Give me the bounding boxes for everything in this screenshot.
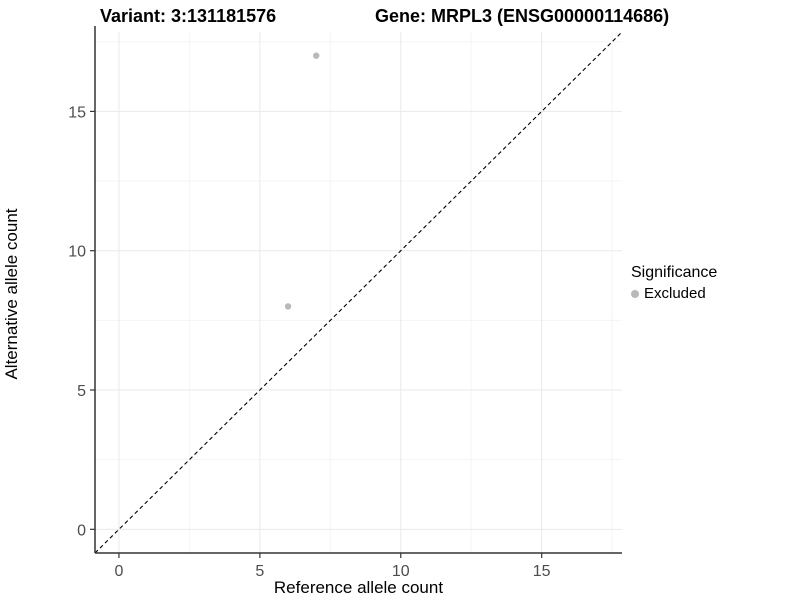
excluded-point-swatch (631, 289, 639, 298)
y-tick-label: 5 (77, 383, 86, 400)
x-tick-label: 10 (392, 563, 410, 580)
plot-title-variant: Variant: 3:131181576 (100, 6, 277, 26)
x-tick-label: 15 (533, 563, 551, 580)
x-tick-label: 5 (255, 563, 264, 580)
y-axis-label: Alternative allele count (2, 208, 21, 380)
y-tick-label: 0 (77, 522, 86, 539)
data-point (284, 303, 292, 310)
x-axis-label: Reference allele count (273, 578, 444, 597)
data-point (313, 52, 320, 59)
legend-item-excluded: Excluded (631, 285, 717, 302)
identity-line (94, 31, 623, 554)
legend-title: Significance (631, 264, 718, 281)
legend: Significance Excluded (631, 264, 717, 302)
y-tick-label: 15 (68, 104, 86, 121)
plot-title-gene: Gene: MRPL3 (ENSG00000114686) (375, 6, 670, 26)
y-tick-label: 10 (68, 244, 86, 261)
x-tick-label: 0 (115, 563, 124, 580)
legend-item-label: Excluded (644, 285, 706, 302)
